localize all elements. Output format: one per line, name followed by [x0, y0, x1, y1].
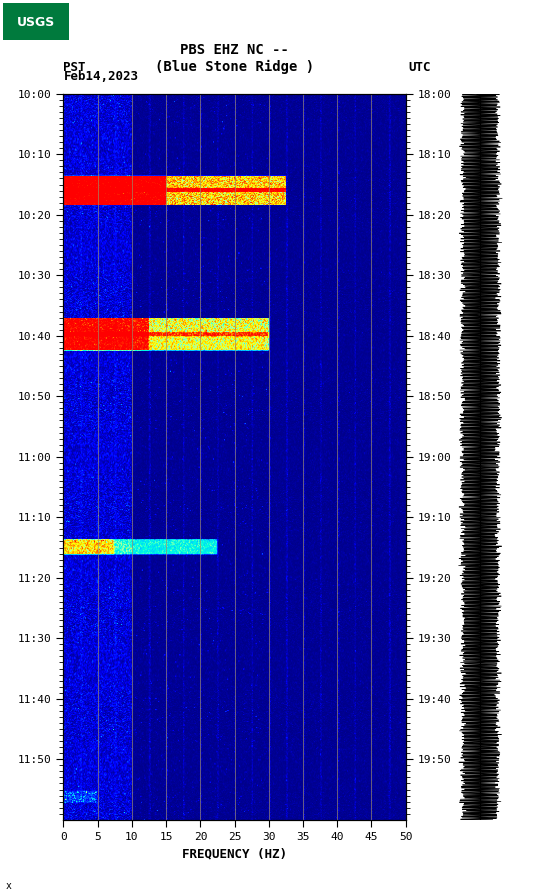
Text: USGS: USGS [17, 16, 55, 29]
Text: PST: PST [63, 62, 86, 74]
Text: PBS EHZ NC --: PBS EHZ NC -- [180, 43, 289, 56]
Text: UTC: UTC [408, 62, 431, 74]
Text: x: x [6, 880, 12, 890]
Text: (Blue Stone Ridge ): (Blue Stone Ridge ) [155, 61, 314, 74]
X-axis label: FREQUENCY (HZ): FREQUENCY (HZ) [182, 847, 287, 860]
Text: Feb14,2023: Feb14,2023 [63, 71, 139, 83]
